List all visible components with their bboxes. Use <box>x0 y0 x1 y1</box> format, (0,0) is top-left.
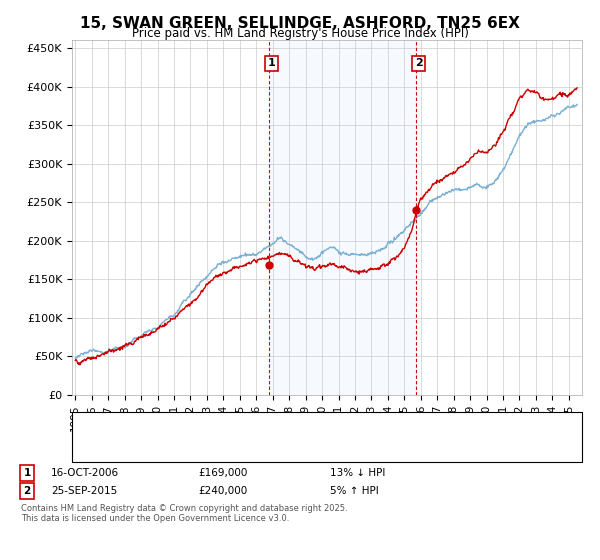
Text: £169,000: £169,000 <box>198 468 247 478</box>
Text: 2: 2 <box>415 58 422 68</box>
Text: 25-SEP-2015: 25-SEP-2015 <box>51 486 117 496</box>
Text: HPI: Average price, semi-detached house, Folkestone and Hythe: HPI: Average price, semi-detached house,… <box>120 445 410 454</box>
Text: Contains HM Land Registry data © Crown copyright and database right 2025.
This d: Contains HM Land Registry data © Crown c… <box>21 504 347 524</box>
Text: 15, SWAN GREEN, SELLINDGE, ASHFORD, TN25 6EX: 15, SWAN GREEN, SELLINDGE, ASHFORD, TN25… <box>80 16 520 31</box>
Text: £240,000: £240,000 <box>198 486 247 496</box>
Text: 5% ↑ HPI: 5% ↑ HPI <box>330 486 379 496</box>
Bar <box>269 40 416 395</box>
Text: 16-OCT-2006: 16-OCT-2006 <box>51 468 119 478</box>
Text: 1: 1 <box>23 468 31 478</box>
Text: 1: 1 <box>268 58 275 68</box>
Text: Price paid vs. HM Land Registry's House Price Index (HPI): Price paid vs. HM Land Registry's House … <box>131 27 469 40</box>
Text: 13% ↓ HPI: 13% ↓ HPI <box>330 468 385 478</box>
Text: 2: 2 <box>23 486 31 496</box>
Text: 15, SWAN GREEN, SELLINDGE, ASHFORD, TN25 6EX (semi-detached house): 15, SWAN GREEN, SELLINDGE, ASHFORD, TN25… <box>120 422 461 431</box>
